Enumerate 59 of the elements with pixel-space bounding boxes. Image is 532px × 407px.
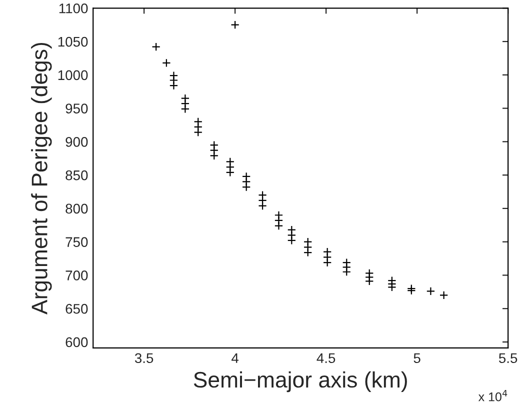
point xyxy=(365,276,374,286)
y-tick-label: 1100 xyxy=(59,3,88,14)
y-tick-label: 950 xyxy=(66,104,88,114)
point xyxy=(230,20,240,30)
point xyxy=(426,286,436,296)
point xyxy=(258,190,267,200)
point xyxy=(210,151,218,160)
point xyxy=(304,237,312,246)
point xyxy=(439,290,448,300)
point xyxy=(258,196,267,205)
point xyxy=(322,247,332,256)
point xyxy=(194,117,202,126)
point xyxy=(287,225,296,234)
point xyxy=(365,268,374,278)
point xyxy=(180,104,190,114)
point xyxy=(226,157,235,166)
point xyxy=(242,172,251,181)
x-tick-label: 4.5 xyxy=(316,353,336,364)
point xyxy=(226,168,235,177)
point xyxy=(169,71,178,80)
text: x 10$^{4}$ xyxy=(478,390,508,402)
point xyxy=(274,210,284,220)
point xyxy=(304,248,312,257)
y-tick-label: 900 xyxy=(66,137,88,147)
point xyxy=(274,216,284,225)
y-tick-label: 1050 xyxy=(58,36,88,47)
y-axis-title: Argument of Perigee (degs) xyxy=(31,42,52,314)
point xyxy=(194,128,202,137)
point xyxy=(242,177,251,186)
x-tick-label: 3.5 xyxy=(134,353,154,364)
point xyxy=(258,201,267,210)
point xyxy=(210,140,218,150)
x-tick-label: 5.5 xyxy=(498,353,518,364)
y-tick-label: 650 xyxy=(66,304,88,314)
x-tick-label: 5 xyxy=(414,353,420,364)
point xyxy=(287,236,296,245)
y-tick-label: 600 xyxy=(66,337,88,348)
y-tick-label: 700 xyxy=(66,270,88,280)
y-tick-label: 750 xyxy=(66,237,88,247)
y-tick-label: 850 xyxy=(66,170,88,180)
point xyxy=(407,286,416,295)
point xyxy=(242,182,251,192)
point xyxy=(388,282,396,292)
point xyxy=(180,94,190,103)
point xyxy=(162,58,171,68)
point xyxy=(342,268,351,276)
y-tick-label: 1000 xyxy=(58,70,88,80)
point xyxy=(274,221,284,230)
point xyxy=(226,162,235,172)
x-axis-title: Semi−major axis (km) xyxy=(194,371,407,392)
y-tick-label: 800 xyxy=(66,204,88,214)
point xyxy=(152,42,160,52)
point xyxy=(342,258,351,267)
point xyxy=(180,99,190,108)
point xyxy=(194,122,202,132)
point xyxy=(169,81,178,90)
x-tick-label: 4 xyxy=(232,353,239,363)
point xyxy=(322,258,332,267)
point xyxy=(407,284,416,293)
